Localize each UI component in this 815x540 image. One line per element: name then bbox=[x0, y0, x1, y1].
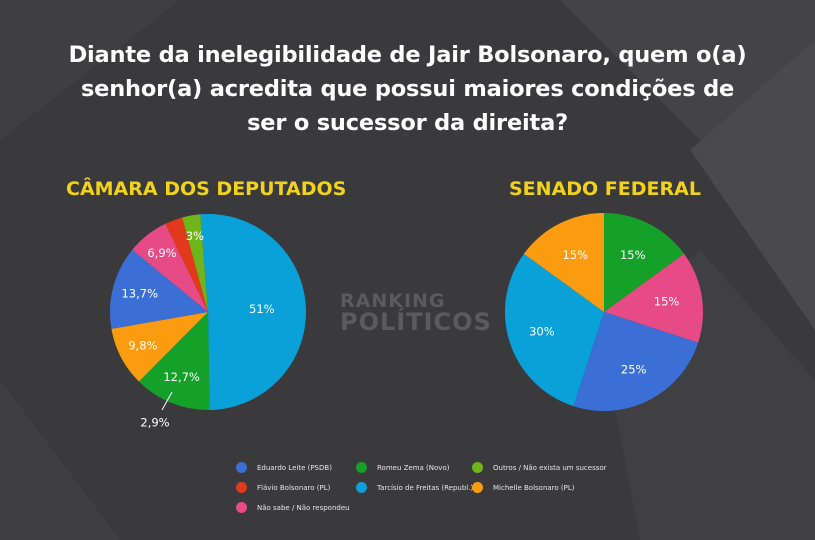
pie-label-michelle: 9,8% bbox=[128, 338, 157, 352]
pie-slice-eduardo bbox=[110, 249, 208, 329]
pie-slice-michelle bbox=[111, 312, 208, 382]
pie-slice-nao_sabe bbox=[604, 253, 703, 343]
survey-question: Diante da inelegibilidade de Jair Bolson… bbox=[60, 38, 755, 140]
legend-dot-icon bbox=[356, 482, 367, 493]
pie-leader-line bbox=[161, 391, 173, 411]
legend-dot-icon bbox=[472, 482, 483, 493]
watermark-logo: RANKING POLÍTICOS bbox=[340, 290, 492, 336]
watermark-line2: POLÍTICOS bbox=[340, 308, 492, 336]
chart-title-senado: SENADO FEDERAL bbox=[509, 178, 701, 200]
legend-label: Flávio Bolsonaro (PL) bbox=[257, 483, 331, 492]
pie-label-zema: 15% bbox=[620, 248, 646, 262]
pie-slice-nao_sabe bbox=[132, 223, 208, 312]
watermark-line1: RANKING bbox=[340, 290, 446, 312]
legend-item-outros: Outros / Não exista um sucessor bbox=[472, 462, 607, 473]
legend-item-nao_sabe: Não sabe / Não respondeu bbox=[236, 502, 350, 513]
legend-dot-icon bbox=[236, 502, 247, 513]
pie-slice-tarcisio bbox=[504, 253, 604, 407]
pie-label-outros: 3% bbox=[186, 229, 204, 243]
pie-chart-0: 51% 12,7% 9,8% 13,7% 6,9% 2,9% 3% bbox=[110, 213, 307, 430]
pie-slice-eduardo bbox=[573, 312, 699, 412]
pie-slice-tarcisio bbox=[200, 213, 307, 410]
pie-label-tarcisio: 30% bbox=[529, 325, 555, 339]
legend-item-flavio: Flávio Bolsonaro (PL) bbox=[236, 482, 330, 493]
pie-label-eduardo: 25% bbox=[621, 363, 647, 377]
legend-dot-icon bbox=[356, 462, 367, 473]
chart-title-camara: CÂMARA DOS DEPUTADOS bbox=[66, 178, 347, 200]
legend-item-zema: Romeu Zema (Novo) bbox=[356, 462, 449, 473]
pie-slice-flavio bbox=[165, 217, 208, 312]
pie-slice-zema bbox=[138, 312, 210, 410]
legend-dot-icon bbox=[236, 462, 247, 473]
pie-label-tarcisio: 51% bbox=[249, 302, 275, 316]
legend-dot-icon bbox=[236, 482, 247, 493]
question-line: Diante da inelegibilidade de Jair Bolson… bbox=[68, 42, 747, 68]
legend-label: Tarcísio de Freitas (Republ.) bbox=[377, 483, 474, 492]
legend-label: Romeu Zema (Novo) bbox=[377, 463, 450, 472]
pie-slice-outros bbox=[182, 214, 208, 312]
question-line: senhor(a) acredita que possui maiores co… bbox=[80, 76, 735, 102]
legend-dot-icon bbox=[472, 462, 483, 473]
legend-label: Michelle Bolsonaro (PL) bbox=[493, 483, 575, 492]
pie-label-nao_sabe: 6,9% bbox=[147, 246, 176, 260]
legend-label: Eduardo Leite (PSDB) bbox=[257, 463, 332, 472]
legend-item-eduardo: Eduardo Leite (PSDB) bbox=[236, 462, 332, 473]
pie-slice-michelle bbox=[523, 213, 604, 312]
pie-label-eduardo: 13,7% bbox=[121, 287, 158, 301]
pie-label-michelle: 15% bbox=[562, 248, 588, 262]
legend-label: Não sabe / Não respondeu bbox=[257, 503, 350, 512]
pie-label-flavio: 2,9% bbox=[140, 416, 169, 430]
pie-label-zema: 12,7% bbox=[163, 370, 200, 384]
pie-chart-1: 15% 15% 25% 30% 15% bbox=[504, 213, 703, 412]
pie-label-nao_sabe: 15% bbox=[654, 295, 680, 309]
pie-slice-zema bbox=[604, 213, 685, 312]
legend-label: Outros / Não exista um sucessor bbox=[493, 463, 607, 472]
legend-item-michelle: Michelle Bolsonaro (PL) bbox=[472, 482, 575, 493]
legend-item-tarcisio: Tarcísio de Freitas (Republ.) bbox=[356, 482, 473, 493]
question-line: ser o sucessor da direita? bbox=[247, 110, 568, 136]
